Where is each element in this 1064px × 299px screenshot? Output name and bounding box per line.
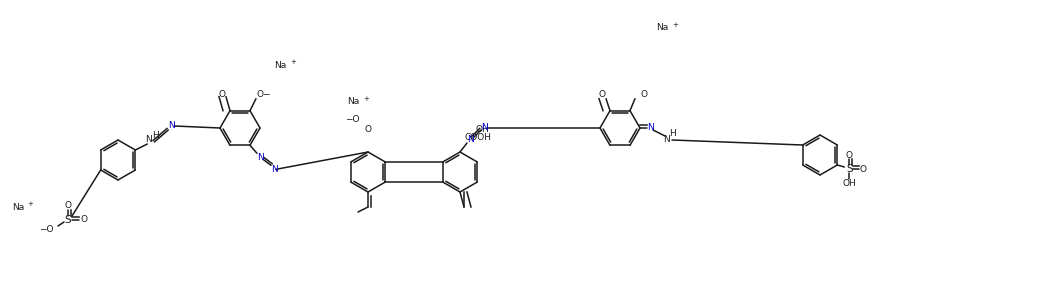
Text: Na: Na: [655, 24, 668, 33]
Text: H: H: [152, 130, 159, 140]
Text: S: S: [65, 215, 71, 225]
Text: N: N: [663, 135, 669, 144]
Text: +: +: [290, 59, 296, 65]
Text: −O: −O: [345, 115, 360, 124]
Text: N: N: [145, 135, 152, 144]
Text: OH: OH: [476, 126, 488, 135]
Text: Na: Na: [347, 97, 360, 106]
Text: O−: O−: [256, 90, 271, 99]
Text: −O: −O: [39, 225, 54, 234]
Text: N: N: [647, 123, 653, 132]
Text: O: O: [860, 164, 867, 173]
Text: O: O: [81, 216, 87, 225]
Text: Na: Na: [273, 60, 286, 69]
Text: N: N: [467, 135, 473, 144]
Text: O: O: [598, 90, 605, 99]
Text: O: O: [65, 202, 71, 210]
Text: O: O: [641, 90, 648, 99]
Text: N: N: [481, 123, 487, 132]
Text: OH: OH: [843, 179, 857, 187]
Text: +: +: [672, 22, 678, 28]
Text: S: S: [846, 164, 852, 174]
Text: N: N: [168, 121, 174, 130]
Text: N: N: [256, 153, 264, 162]
Text: O: O: [846, 150, 853, 159]
Text: +: +: [363, 96, 369, 102]
Text: H: H: [669, 129, 677, 138]
Text: COOH: COOH: [465, 132, 492, 141]
Text: O: O: [218, 90, 226, 99]
Text: O: O: [365, 126, 371, 135]
Text: +: +: [27, 201, 33, 207]
Text: N: N: [270, 165, 278, 174]
Text: Na: Na: [12, 202, 24, 211]
